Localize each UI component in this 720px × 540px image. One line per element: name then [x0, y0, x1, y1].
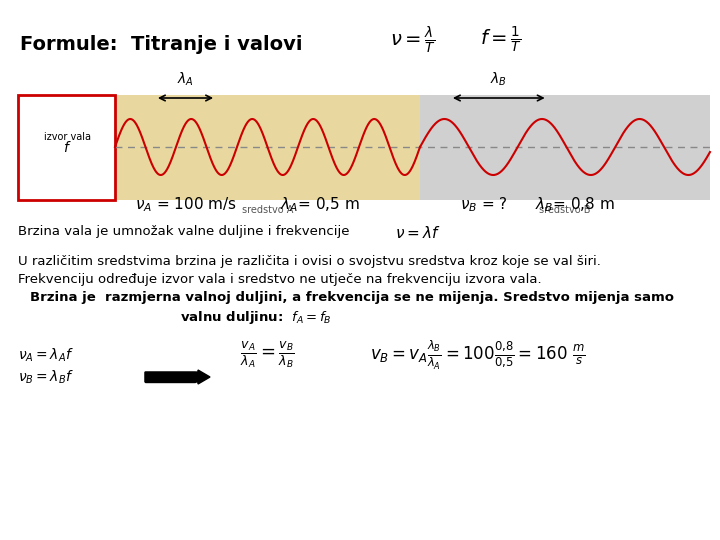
Text: $\nu = \lambda f$: $\nu = \lambda f$ — [395, 225, 441, 241]
Text: valnu duljinu:  $f_A = f_B$: valnu duljinu: $f_A = f_B$ — [180, 309, 332, 326]
Text: $\lambda_A$: $\lambda_A$ — [177, 71, 194, 88]
Text: $\nu_A$ = 100 m/s: $\nu_A$ = 100 m/s — [135, 195, 237, 214]
Text: $\lambda_B$: $\lambda_B$ — [490, 71, 508, 88]
Bar — [115, 95, 420, 200]
Text: $\lambda_B$= 0,8 m: $\lambda_B$= 0,8 m — [535, 195, 615, 214]
Text: sredstvo A: sredstvo A — [242, 205, 293, 215]
Text: U različitim sredstvima brzina je različita i ovisi o svojstvu sredstva kroz koj: U različitim sredstvima brzina je različ… — [18, 255, 601, 268]
Bar — [420, 95, 710, 200]
Text: $f$: $f$ — [63, 140, 71, 156]
Text: $\frac{v_A}{\lambda_A} = \frac{v_B}{\lambda_B}$: $\frac{v_A}{\lambda_A} = \frac{v_B}{\lam… — [240, 340, 294, 370]
Text: $v_B = v_A \frac{\lambda_B}{\lambda_A} = 100 \frac{0{,}8}{0{,}5} = 160\ \frac{m}: $v_B = v_A \frac{\lambda_B}{\lambda_A} =… — [370, 339, 585, 372]
Text: $f = \frac{1}{T}$: $f = \frac{1}{T}$ — [480, 25, 522, 55]
Text: Frekvenciju određuje izvor vala i sredstvo ne utječe na frekvenciju izvora vala.: Frekvenciju određuje izvor vala i sredst… — [18, 273, 541, 286]
Text: $\nu_A = \lambda_A f$: $\nu_A = \lambda_A f$ — [18, 347, 73, 365]
Text: $\nu_B$ = ?: $\nu_B$ = ? — [460, 195, 508, 214]
Text: $\lambda_A$= 0,5 m: $\lambda_A$= 0,5 m — [280, 195, 360, 214]
Bar — [18, 95, 115, 200]
Text: sredstvo B: sredstvo B — [539, 205, 590, 215]
Text: Formule:  Titranje i valovi: Formule: Titranje i valovi — [20, 35, 302, 54]
Text: $\nu_B = \lambda_B f$: $\nu_B = \lambda_B f$ — [18, 369, 73, 387]
Text: Brzina vala je umnožak valne duljine i frekvencije: Brzina vala je umnožak valne duljine i f… — [18, 225, 349, 238]
Bar — [145, 372, 195, 382]
Text: $\nu = \frac{\lambda}{T}$: $\nu = \frac{\lambda}{T}$ — [390, 25, 436, 56]
FancyArrow shape — [145, 370, 210, 384]
Text: izvor vala: izvor vala — [43, 132, 91, 142]
Text: Brzina je  razmjerna valnoj duljini, a frekvencija se ne mijenja. Sredstvo mijen: Brzina je razmjerna valnoj duljini, a fr… — [30, 291, 674, 304]
